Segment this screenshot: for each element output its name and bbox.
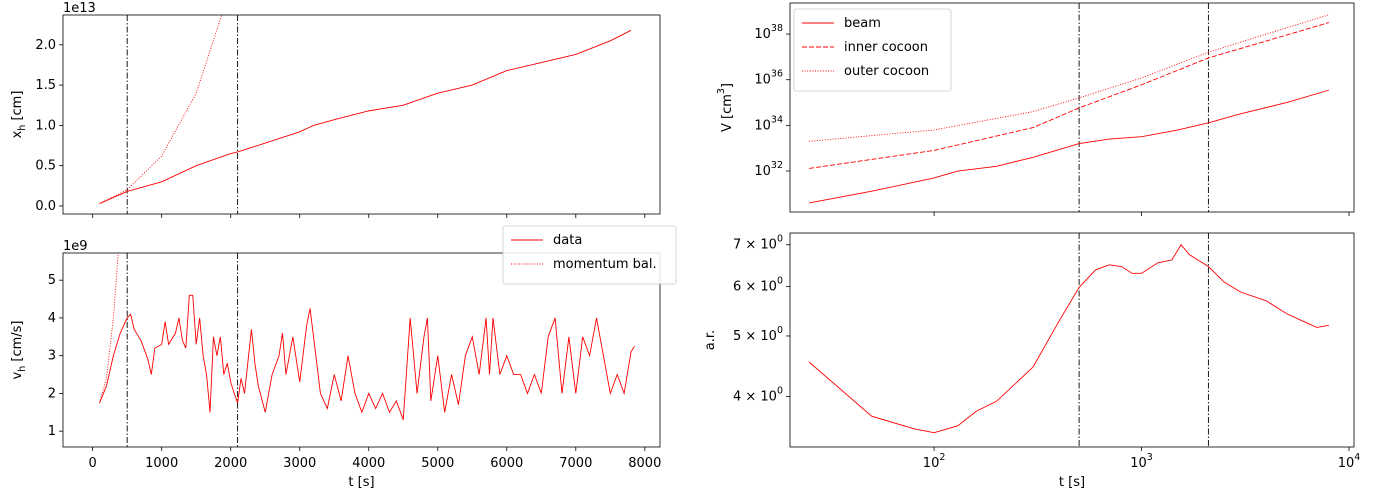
y-tick-label: 1034 <box>754 114 783 132</box>
x-tick-label: 8000 <box>628 456 661 471</box>
series-line <box>99 29 632 204</box>
x-tick-label: 4000 <box>352 456 385 471</box>
legend-label: outer cocoon <box>844 64 929 79</box>
y-tick-label: 0.5 <box>35 158 56 173</box>
y-tick-label: 4 <box>48 310 56 325</box>
series-line <box>809 89 1330 204</box>
y-tick-label: 1 <box>48 424 56 439</box>
x-tick-label: 7000 <box>559 456 592 471</box>
legend-box <box>793 8 952 92</box>
series-line <box>808 243 1329 434</box>
y-axis-label: V [cm3] <box>716 83 735 132</box>
axes-frame <box>62 14 661 215</box>
y-tick-label: 0.0 <box>35 198 56 213</box>
legend-label: beam <box>844 16 881 31</box>
y-tick-label: 3 <box>48 348 56 363</box>
x-tick-label: 6000 <box>490 456 523 471</box>
offset-text: 1e9 <box>63 239 88 254</box>
y-tick-label: 2.0 <box>35 37 56 52</box>
x-axis-label: t [s] <box>348 475 374 490</box>
series-line <box>99 294 635 420</box>
legend-label: inner cocoon <box>844 40 928 55</box>
x-tick-label: 102 <box>923 452 946 471</box>
x-tick-label: 5000 <box>421 456 454 471</box>
y-tick-label: 6 × 100 <box>733 276 783 295</box>
y-tick-label: 5 × 100 <box>733 325 783 344</box>
y-tick-label: 2 <box>48 386 56 401</box>
y-tick-label: 1036 <box>754 69 783 88</box>
y-tick-label: 7 × 100 <box>733 234 783 253</box>
x-axis-label: t [s] <box>1059 475 1085 490</box>
legend: data momentum bal. <box>502 225 677 285</box>
axes-frame <box>62 252 661 448</box>
y-tick-label: 1.0 <box>35 118 56 133</box>
axes: 0.0 0.5 1.0 1.5 2.0 1e13 xh [cm] <box>10 1 661 218</box>
axes: 4 × 100 5 × 100 6 × 100 7 × 100 102 103 104 a.r… <box>703 232 1361 490</box>
y-tick-label: 1038 <box>754 23 783 42</box>
series-line <box>99 253 119 403</box>
x-tick-label: 0 <box>89 456 97 471</box>
series-line <box>99 15 223 204</box>
legend-label: data <box>553 233 582 248</box>
axes-frame <box>789 2 1355 213</box>
legend-label: momentum bal. <box>553 257 657 272</box>
series-line <box>809 22 1330 169</box>
x-tick-label: 103 <box>1130 452 1153 471</box>
x-tick-label: 3000 <box>283 456 316 471</box>
legend: beam inner cocoon outer cocoon <box>793 8 952 92</box>
y-tick-label: 1.5 <box>35 78 56 93</box>
x-tick-label: 2000 <box>214 456 247 471</box>
offset-text: 1e13 <box>63 1 96 16</box>
y-tick-label: 4 × 100 <box>733 385 783 404</box>
y-axis-label: a.r. <box>703 330 718 350</box>
axes: 1 2 3 4 5 0 1000 2000 3000 4000 5000 6000 7000 8000 1e… <box>10 225 677 490</box>
legend-box <box>502 225 677 285</box>
series-line <box>809 14 1330 142</box>
axes-frame <box>789 232 1355 448</box>
x-tick-label: 1000 <box>145 456 178 471</box>
y-tick-label: 5 <box>48 273 56 288</box>
x-tick-label: 104 <box>1338 452 1361 471</box>
y-axis-label: xh [cm] <box>10 91 29 139</box>
y-tick-label: 1032 <box>754 160 783 179</box>
axes: 1032 1034 1036 1038 V [cm3] beam inner cocoon o… <box>716 2 1355 216</box>
y-axis-label: vh [cm/s] <box>10 321 29 380</box>
